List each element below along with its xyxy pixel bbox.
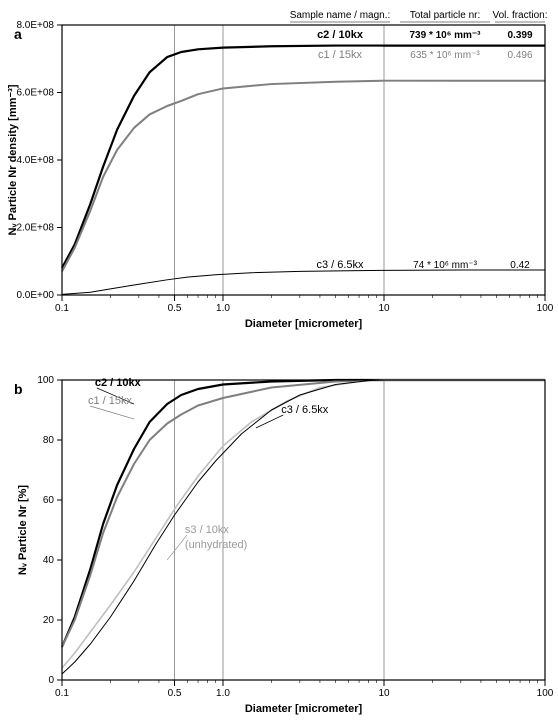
series-name: c2 / 10kx [317,29,364,41]
series-total: 739 * 10⁶ mm⁻³ [409,30,481,41]
y-tick-label: 60 [43,495,55,506]
y-tick-label: 40 [43,555,55,566]
x-tick-label: 10 [378,303,390,314]
x-tick-label: 1.0 [216,688,230,699]
y-tick-label: 0.0E+00 [16,290,54,301]
x-tick-label: 10 [378,688,390,699]
x-tick-label: 1.0 [216,303,230,314]
y-tick-label: 6.0E+08 [16,88,54,99]
series-name: c1 / 15kx [318,49,363,61]
header-label: Total particle nr: [410,10,481,21]
series-total: 635 * 10⁶ mm⁻³ [410,50,480,61]
y-tick-label: 80 [43,435,55,446]
series-volfrac: 0.42 [510,260,530,271]
inplot-label: c3 / 6.5kx [281,404,329,416]
y-axis-label: Nᵥ Particle Nr [%] [17,485,29,576]
x-tick-label: 0.5 [168,688,182,699]
panel-letter: a [14,26,22,42]
series-volfrac: 0.496 [507,50,532,61]
x-tick-label: 100 [537,303,554,314]
figure-root: 0.10.51.0101000.0E+002.0E+084.0E+086.0E+… [0,0,558,721]
x-tick-label: 0.1 [55,303,69,314]
series-volfrac: 0.399 [507,30,532,41]
header-label: Vol. fraction: [492,10,547,21]
charts-svg: 0.10.51.0101000.0E+002.0E+084.0E+086.0E+… [0,0,558,721]
y-axis-label: Nᵥ Particle Nr density [mm⁻³] [7,84,19,235]
plot-bg [62,380,545,680]
header-label: Sample name / magn.: [290,10,391,21]
x-tick-label: 100 [537,688,554,699]
x-axis-label: Diameter [micrometer] [245,703,363,715]
y-tick-label: 0 [48,675,54,686]
y-tick-label: 2.0E+08 [16,223,54,234]
inplot-label: c2 / 10kx [95,377,142,389]
x-axis-label: Diameter [micrometer] [245,318,363,330]
x-tick-label: 0.1 [55,688,69,699]
plot-bg [62,25,545,295]
inplot-label: (unhydrated) [185,539,247,551]
inplot-label: s3 / 10kx [185,524,230,536]
inplot-label: c1 / 15kx [88,395,133,407]
y-tick-label: 20 [43,615,55,626]
series-name: c3 / 6.5kx [316,259,364,271]
x-tick-label: 0.5 [168,303,182,314]
y-tick-label: 8.0E+08 [16,20,54,31]
series-total: 74 * 10⁶ mm⁻³ [413,260,478,271]
y-tick-label: 4.0E+08 [16,155,54,166]
y-tick-label: 100 [37,375,54,386]
panel-letter: b [14,381,23,397]
